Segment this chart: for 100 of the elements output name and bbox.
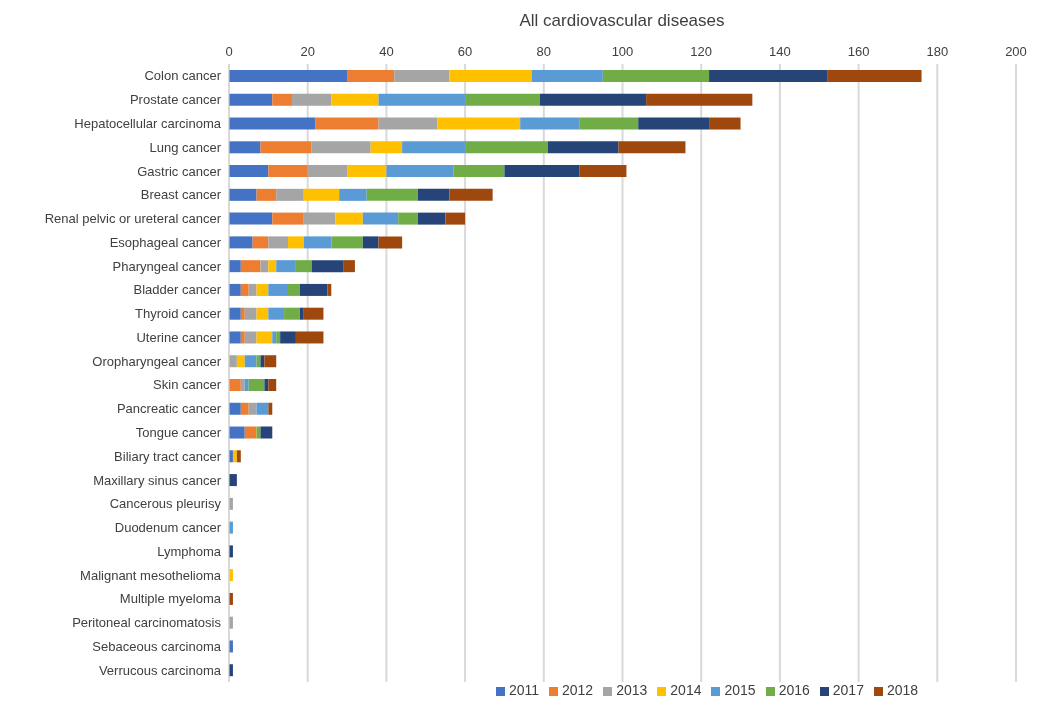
bar <box>331 93 379 106</box>
bar <box>370 141 403 154</box>
bar <box>264 379 269 391</box>
bar <box>709 70 828 82</box>
bar <box>288 236 304 249</box>
bar <box>303 307 324 320</box>
bar <box>303 188 340 201</box>
bar <box>272 212 304 225</box>
bar <box>602 70 710 82</box>
bar <box>229 307 241 320</box>
bar <box>240 283 249 296</box>
bar <box>229 141 261 154</box>
bar <box>366 188 418 201</box>
bar <box>256 331 273 344</box>
bar <box>244 379 249 391</box>
y-tick-label: Lymphoma <box>157 543 222 559</box>
bar <box>276 331 281 344</box>
chart-title: All cardiovascular diseases <box>518 10 726 32</box>
bar <box>417 188 450 201</box>
bar <box>244 307 257 320</box>
y-tick-label: Biliary tract cancer <box>114 448 222 464</box>
bar <box>827 70 922 82</box>
bar <box>229 331 241 344</box>
y-tick-label: Skin cancer <box>153 377 222 393</box>
bar <box>378 236 403 249</box>
bar <box>465 141 548 154</box>
bar <box>229 283 241 296</box>
y-tick-label: Esophageal cancer <box>109 234 222 250</box>
x-tick-label: 120 <box>690 44 713 59</box>
bar <box>229 117 316 130</box>
legend-label: 2014 <box>670 682 702 698</box>
bar <box>240 379 245 391</box>
bar <box>449 188 493 201</box>
x-tick-label: 40 <box>379 44 394 59</box>
bar <box>417 212 446 225</box>
bar <box>299 307 304 320</box>
bar <box>268 283 289 296</box>
bar <box>248 402 257 415</box>
bar <box>256 188 277 201</box>
x-tick-label: 180 <box>926 44 949 59</box>
bar <box>303 212 336 225</box>
bar <box>256 283 269 296</box>
bar <box>268 236 289 249</box>
bar <box>339 188 367 201</box>
bar <box>362 236 379 249</box>
bar <box>240 260 261 273</box>
bar <box>268 260 277 273</box>
bar <box>347 165 387 178</box>
bar <box>295 260 312 273</box>
y-tick-label: Pancreatic cancer <box>116 401 222 417</box>
x-tick-label: 160 <box>847 44 870 59</box>
y-tick-label: Prostate cancer <box>129 92 222 108</box>
y-tick-label: Breast cancer <box>140 187 222 203</box>
bar <box>547 141 619 154</box>
x-tick-label: 140 <box>769 44 791 59</box>
bar <box>331 236 363 249</box>
y-tick-label: Peritoneal carcinomatosis <box>72 615 222 631</box>
bar <box>311 260 344 273</box>
bar <box>229 379 241 391</box>
y-tick-label: Oropharyngeal cancer <box>92 353 222 369</box>
y-tick-label: Multiple myeloma <box>119 591 222 607</box>
bar <box>244 426 257 439</box>
bar <box>284 307 300 320</box>
x-tick-label: 100 <box>611 44 634 59</box>
bar <box>260 141 312 154</box>
x-tick-label: 200 <box>1005 44 1027 59</box>
bar <box>240 307 245 320</box>
y-tick-label: Renal pelvic or ureteral cancer <box>44 211 222 227</box>
bar <box>268 402 273 415</box>
bar <box>504 165 580 178</box>
bar <box>453 165 505 178</box>
legend-label: 2012 <box>562 682 594 698</box>
bar <box>288 283 300 296</box>
bar <box>539 93 647 106</box>
bar <box>229 260 241 273</box>
y-tick-label: Uterine cancer <box>136 329 222 345</box>
bar <box>402 141 466 154</box>
bar <box>362 212 399 225</box>
bar <box>256 307 269 320</box>
y-tick-label: Lung cancer <box>149 139 222 155</box>
y-tick-label: Sebaceous carcinoma <box>92 638 222 654</box>
bar <box>268 379 277 391</box>
bar <box>236 355 245 368</box>
bar <box>276 260 296 273</box>
y-tick-label: Bladder cancer <box>133 282 222 298</box>
bar <box>646 93 753 106</box>
bar <box>709 117 741 130</box>
bar <box>299 283 328 296</box>
bar <box>244 331 257 344</box>
bar <box>232 450 237 463</box>
bar <box>229 93 273 106</box>
bar <box>229 236 253 249</box>
bar <box>327 283 332 296</box>
bar <box>229 426 245 439</box>
bar <box>520 117 580 130</box>
bar <box>437 117 521 130</box>
bar <box>343 260 355 273</box>
bar <box>532 70 603 82</box>
y-tick-label: Hepatocellular carcinoma <box>74 116 222 132</box>
bar <box>638 117 710 130</box>
